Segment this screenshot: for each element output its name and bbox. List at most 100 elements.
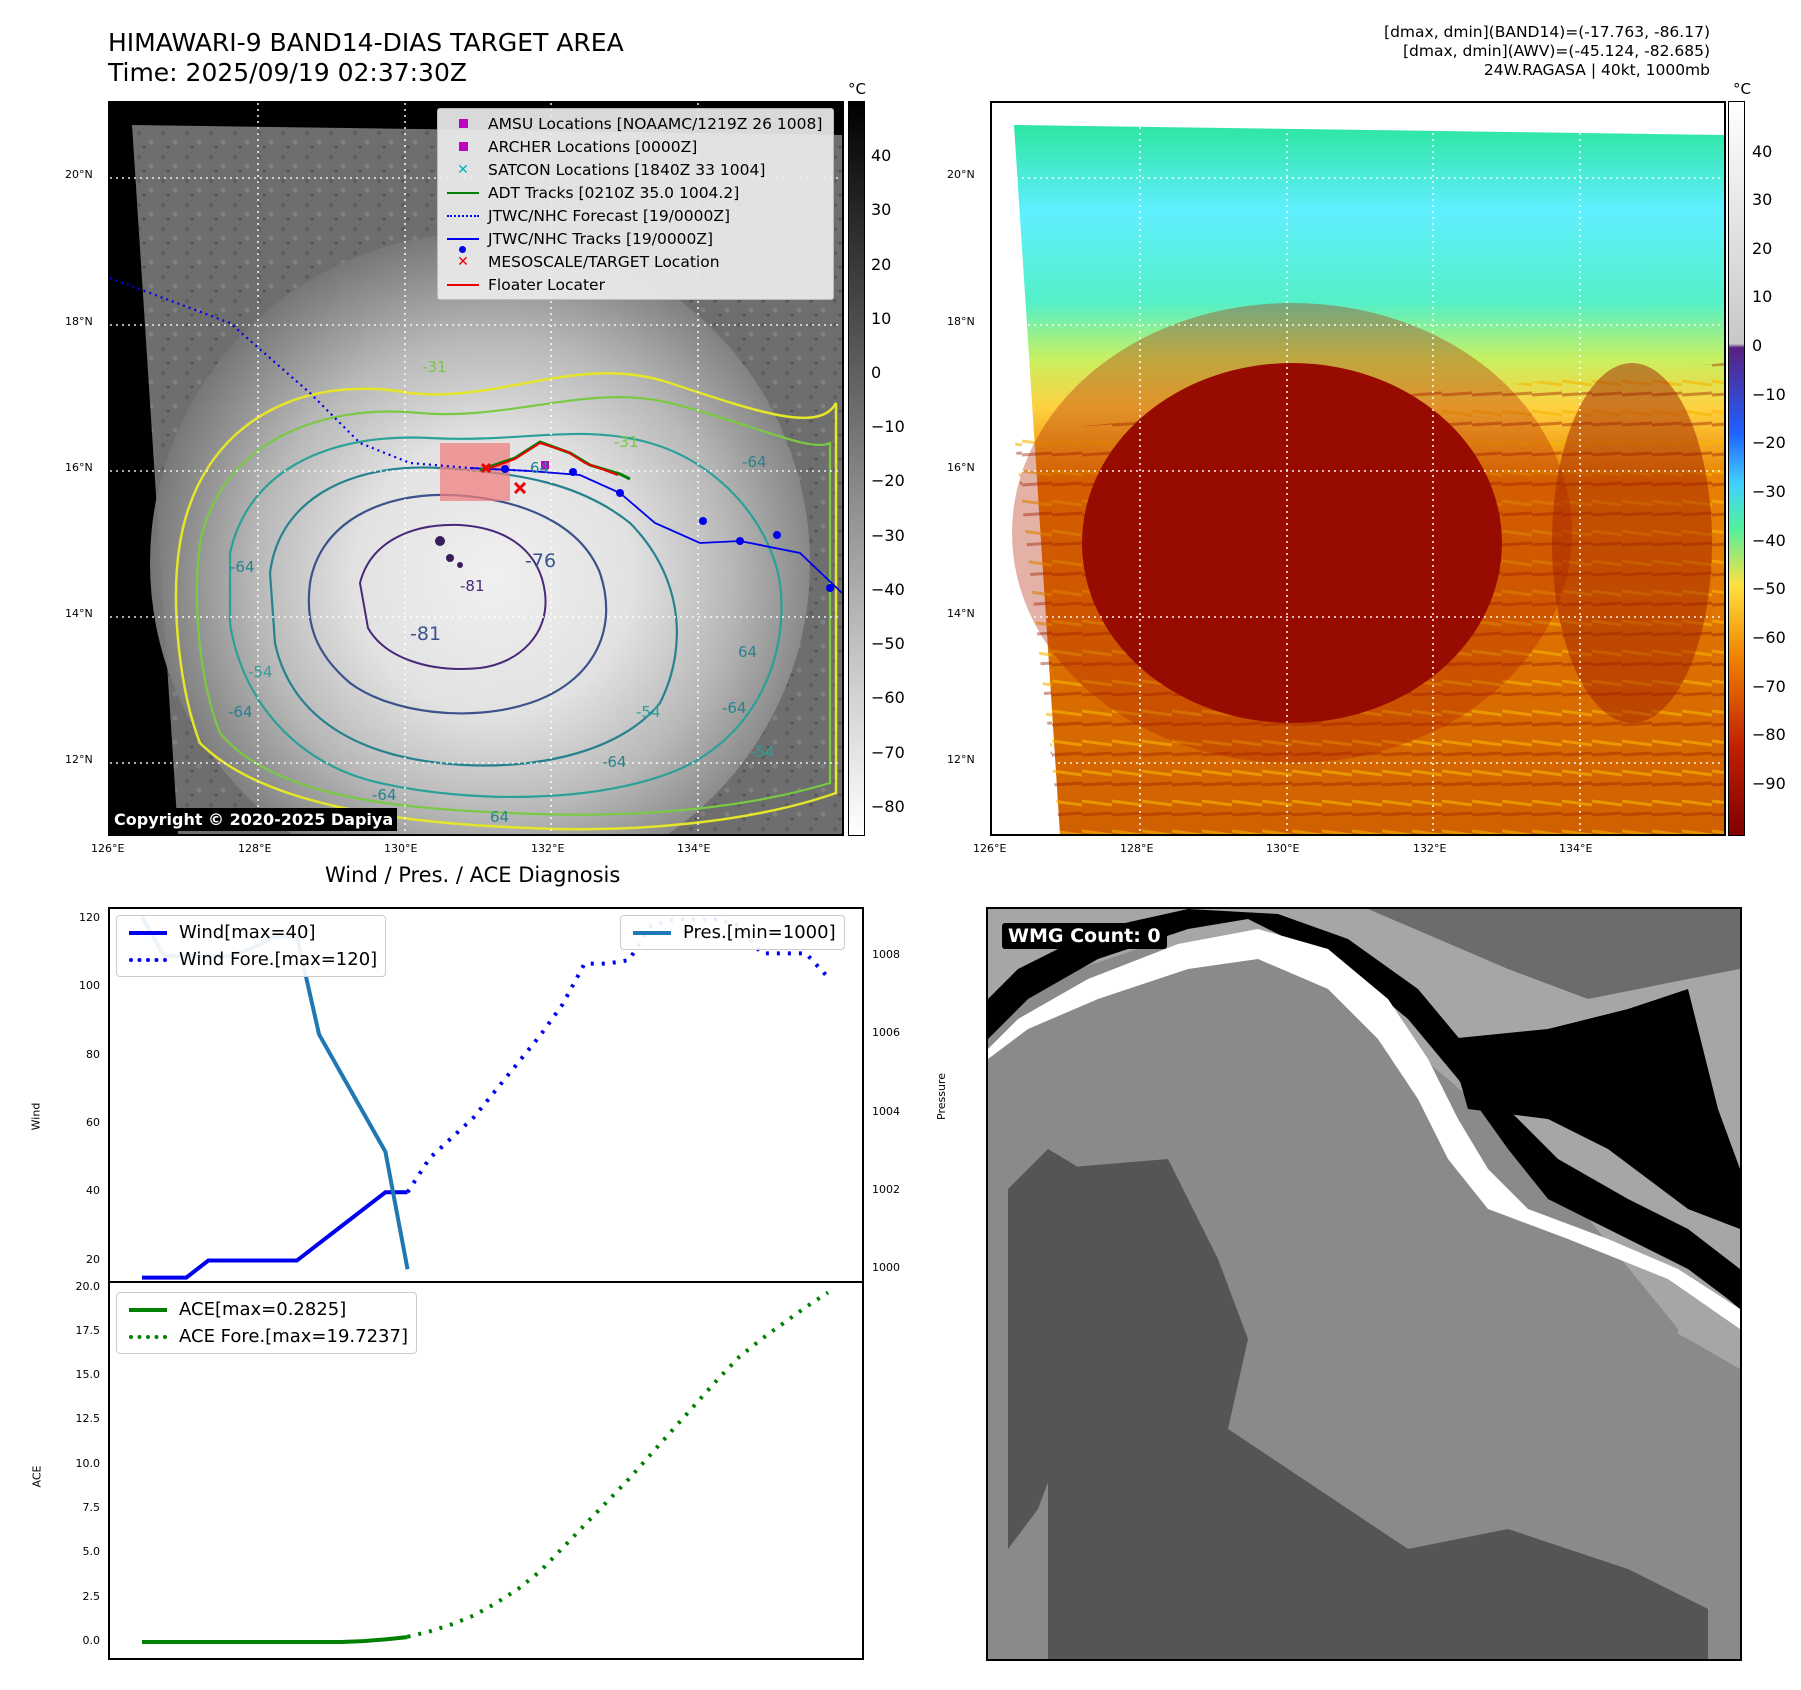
- colorbar-label: −30: [871, 526, 905, 545]
- contour-label: -54: [750, 743, 775, 761]
- colorbar-right: [1728, 101, 1745, 836]
- ir-map-panel: -76 -81 -81 -64 -64 64 -54 -64 64 -64 -3…: [108, 101, 844, 836]
- dotted-line-swatch-icon: [129, 1334, 167, 1339]
- contour-label: -64: [722, 699, 747, 717]
- lat-tick: 20°N: [65, 168, 93, 181]
- legend-item-mesoscale: ✕ MESOSCALE/TARGET Location: [438, 250, 833, 273]
- series-line: [142, 1635, 408, 1645]
- colorbar-label: 40: [871, 146, 892, 165]
- contour-label: -76: [525, 550, 557, 572]
- figure-title-line2: Time: 2025/09/19 02:37:30Z: [108, 58, 467, 87]
- pres-tick: 1006: [872, 1026, 900, 1040]
- colorbar-unit: °C: [1733, 80, 1751, 98]
- colorbar-label: 20: [1752, 239, 1773, 258]
- wmg-panel: WMG Count: 0: [986, 907, 1742, 1661]
- colorbar-label: −10: [871, 417, 905, 436]
- legend-item-pressure: Pres.[min=1000]: [621, 919, 844, 946]
- colorbar-label: 10: [1752, 287, 1773, 306]
- square-marker-icon: [458, 142, 468, 151]
- colorbar-label: 30: [1752, 190, 1773, 209]
- colorbar-label: −60: [1752, 628, 1786, 647]
- legend-item-satcon: ✕ SATCON Locations [1840Z 33 1004]: [438, 158, 833, 181]
- lon-tick: 130°E: [384, 842, 418, 855]
- diag-plot-canvas: [102, 907, 870, 1660]
- ace-axis-label: ACE: [30, 1465, 44, 1488]
- wind-tick: 60: [86, 1116, 100, 1129]
- contour-label: -64: [742, 453, 767, 471]
- lon-tick: 126°E: [91, 842, 125, 855]
- ace-tick: 20.0: [75, 1279, 101, 1293]
- wmg-count-badge: WMG Count: 0: [1002, 923, 1167, 949]
- wind-tick: 120: [79, 911, 100, 925]
- lon-tick: 128°E: [1120, 842, 1154, 855]
- lon-tick: 132°E: [531, 842, 565, 855]
- contour-label: -64: [602, 753, 627, 771]
- ace-series-group: [142, 1290, 830, 1645]
- ace-legend: ACE[max=0.2825] ACE Fore.[max=19.7237]: [116, 1292, 417, 1354]
- lat-tick: 14°N: [947, 607, 975, 620]
- figure-title-line1: HIMAWARI-9 BAND14-DIAS TARGET AREA: [108, 28, 624, 57]
- contour-label: 64: [738, 643, 758, 661]
- ace-tick: 0.0: [82, 1634, 101, 1648]
- legend-label: ADT Tracks [0210Z 35.0 1004.2]: [488, 183, 740, 202]
- pres-tick: 1000: [872, 1261, 900, 1275]
- colorbar-label: −20: [1752, 433, 1786, 452]
- forecast-series-line: [407, 1290, 830, 1639]
- diag-title: Wind / Pres. / ACE Diagnosis: [325, 863, 621, 887]
- colorbar-label: 40: [1752, 142, 1773, 161]
- wind-tick: 40: [86, 1184, 100, 1198]
- colorbar-label: −20: [871, 471, 905, 490]
- lat-tick: 16°N: [947, 461, 975, 474]
- lon-tick: 134°E: [677, 842, 711, 855]
- lon-tick: 134°E: [1559, 842, 1593, 855]
- map-legend: AMSU Locations [NOAAMC/1219Z 26 1008] AR…: [437, 108, 834, 300]
- stats-line2: [dmax, dmin](AWV)=(-45.124, -82.685): [1403, 42, 1710, 60]
- series-line: [142, 1190, 408, 1280]
- lat-tick: 20°N: [947, 168, 975, 181]
- contour-label: -64: [228, 703, 253, 721]
- contour-label: 64: [530, 459, 550, 477]
- wmg-canvas: [988, 909, 1740, 1659]
- wind-tick: 100: [79, 979, 100, 993]
- colorbar-label: −40: [871, 580, 905, 599]
- wind-legend: Wind[max=40] Wind Fore.[max=120]: [116, 915, 387, 977]
- contour-label: -81: [410, 623, 442, 645]
- legend-label: ACE[max=0.2825]: [179, 1299, 347, 1320]
- legend-label: Wind[max=40]: [179, 922, 316, 943]
- contour-label: -31: [422, 358, 447, 376]
- legend-label: JTWC/NHC Forecast [19/0000Z]: [488, 206, 731, 225]
- colorbar-label: −70: [871, 743, 905, 762]
- line-swatch-icon: [129, 930, 167, 935]
- ace-tick: 10.0: [75, 1456, 101, 1470]
- lat-tick: 18°N: [65, 315, 93, 328]
- lon-tick: 132°E: [1413, 842, 1447, 855]
- colorbar-label: 20: [871, 255, 892, 274]
- dotted-line-swatch-icon: [447, 214, 479, 217]
- lon-tick: 126°E: [973, 842, 1007, 855]
- contour-label: -31: [614, 433, 639, 451]
- ace-tick: 12.5: [75, 1412, 101, 1426]
- ace-tick: 2.5: [82, 1589, 101, 1603]
- lat-tick: 12°N: [947, 753, 975, 766]
- pres-tick: 1002: [872, 1182, 900, 1196]
- lat-tick: 14°N: [65, 607, 93, 620]
- colorbar-label: −10: [1752, 385, 1786, 404]
- legend-item-archer: ARCHER Locations [0000Z]: [438, 135, 833, 158]
- forecast-series-line: [405, 917, 830, 1194]
- line-swatch-icon: [447, 283, 479, 286]
- colorbar-label: −80: [1752, 725, 1786, 744]
- legend-item-floater: Floater Locater: [438, 273, 833, 296]
- legend-item-wind: Wind[max=40]: [117, 919, 385, 946]
- colorbar-label: 30: [871, 200, 892, 219]
- pressure-legend: Pres.[min=1000]: [620, 915, 845, 950]
- legend-label: Pres.[min=1000]: [683, 922, 836, 943]
- contour-label: -81: [460, 577, 485, 595]
- line-swatch-icon: [129, 1307, 167, 1312]
- ace-tick: 7.5: [82, 1501, 101, 1515]
- legend-label: MESOSCALE/TARGET Location: [488, 252, 720, 271]
- contour-label: 64: [490, 808, 510, 826]
- colorbar-label: 0: [871, 363, 882, 382]
- awv-map-canvas: [992, 103, 1724, 834]
- line-swatch-icon: [447, 191, 479, 194]
- dot-marker-icon: [459, 245, 466, 253]
